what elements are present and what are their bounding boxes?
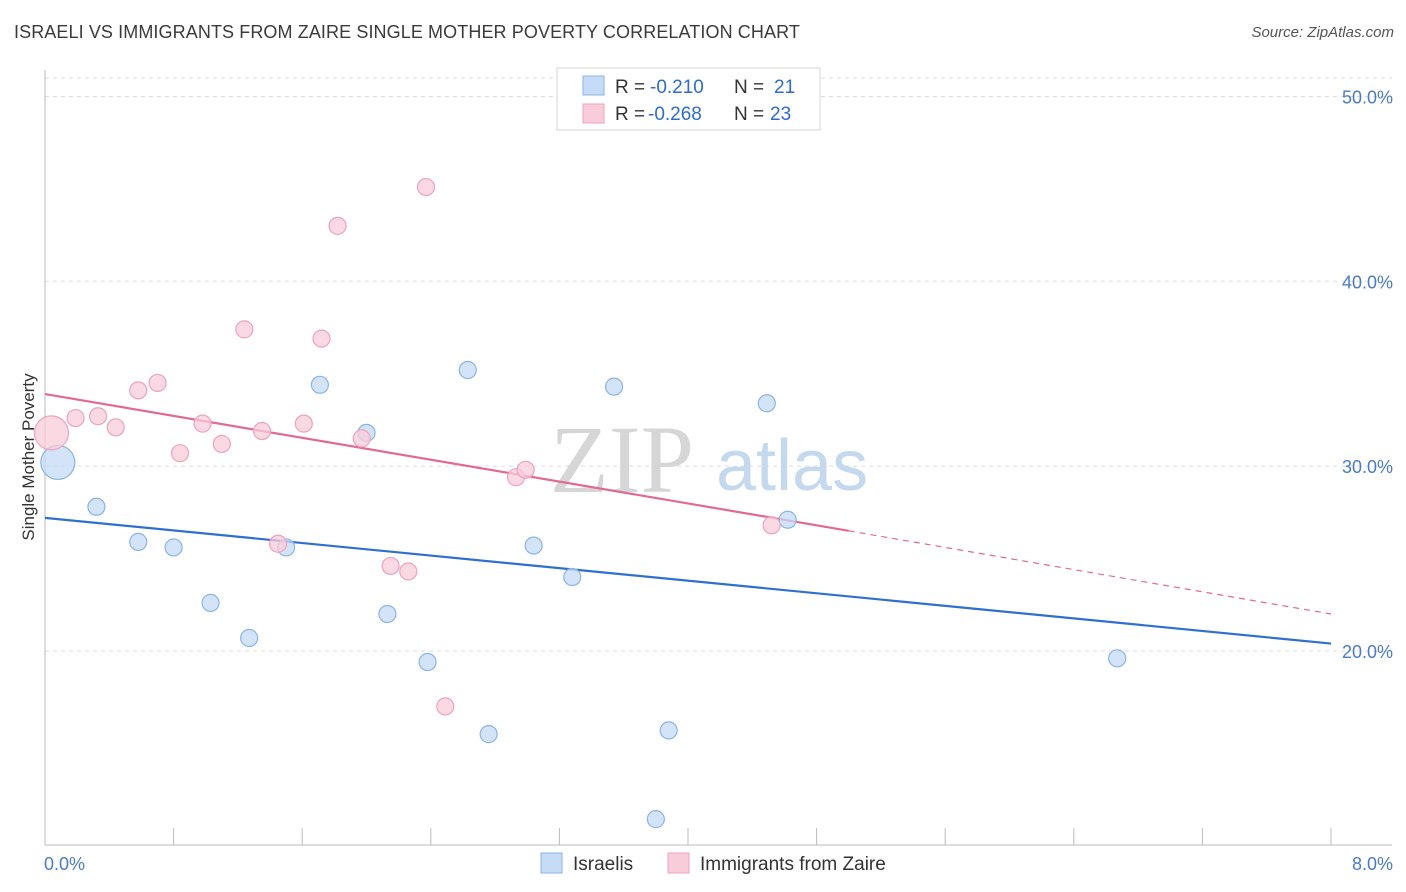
y-tick-label-50: 50.0% [1342,87,1393,107]
data-points [33,177,1127,829]
bottom-legend-swatch-zaire [667,852,690,874]
legend-n-value-zaire: 23 [770,104,791,125]
y-tick-label-20: 20.0% [1342,642,1393,662]
point-israelis-5 [240,628,259,648]
point-israelis-11 [458,360,477,380]
trend-line-israelis [44,516,1332,645]
point-israelis-13 [524,536,543,555]
point-israelis-4 [201,593,220,612]
point-israelis-15 [604,377,624,396]
point-zaire-8 [212,434,231,454]
x-tick-label-min: 0.0% [44,854,85,874]
point-israelis-1 [87,497,106,516]
point-israelis-14 [563,567,582,587]
point-zaire-21 [516,460,535,479]
point-israelis-3 [164,538,183,557]
point-zaire-6 [170,444,190,463]
point-zaire-11 [268,534,288,553]
watermark-atlas: atlas [716,426,868,506]
point-israelis-10 [418,652,437,672]
legend-n-value-israelis: 21 [774,77,795,98]
legend-n-label-1: N = [734,104,764,125]
point-zaire-2 [88,407,108,426]
trend-line-zaire [44,392,849,532]
legend-swatch-zaire [582,103,605,124]
point-zaire-13 [312,329,331,348]
point-zaire-18 [416,177,436,197]
point-zaire-5 [148,373,167,393]
legend-r-label-0: R = [615,77,645,98]
point-zaire-3 [106,418,125,437]
trend-line-extension-zaire [848,530,1332,615]
source-label: Source: ZipAtlas.com [1251,24,1394,41]
point-zaire-17 [399,562,418,581]
watermark-zip: ZIP [550,406,694,513]
point-zaire-10 [252,421,272,441]
legend-r-value-israelis: -0.210 [650,77,704,98]
point-israelis-2 [129,532,148,551]
bottom-legend-swatch-israelis [540,852,563,874]
point-zaire-16 [381,556,400,576]
point-israelis-17 [659,721,678,740]
point-israelis-7 [310,375,329,394]
point-israelis-16 [646,810,665,829]
point-israelis-19 [778,510,797,529]
y-axis-label: Single Mother Poverty [19,373,38,541]
point-zaire-7 [193,414,212,433]
legend-r-label-1: R = [615,104,645,125]
point-israelis-18 [757,394,776,413]
legend-r-value-zaire: -0.268 [648,104,702,125]
trend-lines [44,392,1332,645]
x-tick-label-max: 8.0% [1352,854,1393,874]
point-zaire-0 [33,415,70,451]
y-tick-labels: 20.0% 30.0% 40.0% 50.0% [1342,87,1393,661]
chart-title: ISRAELI VS IMMIGRANTS FROM ZAIRE SINGLE … [14,22,800,42]
point-zaire-19 [436,697,455,716]
bottom-legend-label-israelis: Israelis [573,854,633,875]
y-tick-label-40: 40.0% [1342,272,1393,292]
point-zaire-15 [352,429,371,448]
point-zaire-1 [66,408,85,428]
correlation-legend: R = -0.210 N = 21 R = -0.268 N = 23 [556,67,821,131]
point-israelis-12 [479,725,498,744]
point-israelis-20 [1108,649,1127,668]
grid [45,77,1392,652]
point-zaire-14 [328,216,347,235]
point-zaire-22 [762,516,781,535]
point-israelis-0 [40,444,76,481]
point-zaire-12 [294,414,313,433]
y-tick-label-30: 30.0% [1342,457,1393,477]
series-legend: Israelis Immigrants from Zaire [540,852,886,875]
point-zaire-4 [129,381,148,400]
point-zaire-9 [235,320,254,339]
bottom-legend-label-zaire: Immigrants from Zaire [700,854,886,875]
legend-swatch-israelis [582,75,605,96]
x-ticks [173,828,1332,845]
point-israelis-9 [378,604,397,624]
legend-n-label-0: N = [734,77,764,98]
